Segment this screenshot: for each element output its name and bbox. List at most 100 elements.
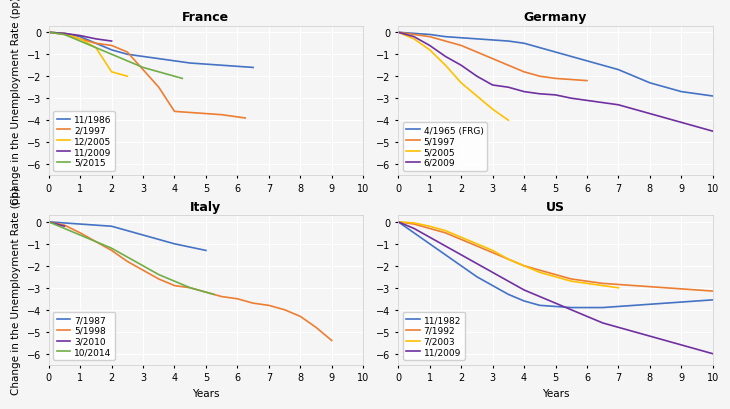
2/1997 <box>201 112 210 117</box>
5/2005 <box>410 37 418 42</box>
7/1992 <box>472 244 481 249</box>
Title: Italy: Italy <box>191 200 221 213</box>
5/1998 <box>327 338 336 343</box>
Legend: 11/1986, 2/1997, 12/2005, 11/2009, 5/2015: 11/1986, 2/1997, 12/2005, 11/2009, 5/201… <box>53 112 115 171</box>
11/1986 <box>107 48 116 53</box>
7/1992 <box>535 268 544 273</box>
Legend: 7/1987, 5/1998, 3/2010, 10/2014: 7/1987, 5/1998, 3/2010, 10/2014 <box>53 312 115 360</box>
Title: US: US <box>546 200 565 213</box>
5/1998 <box>218 294 226 299</box>
7/2003 <box>520 264 529 269</box>
10/2014 <box>139 264 147 269</box>
12/2005 <box>107 70 116 75</box>
11/2009 <box>504 279 512 284</box>
Line: 3/2010: 3/2010 <box>49 222 64 227</box>
4/1965 (FRG) <box>614 68 623 73</box>
5/1997 <box>520 70 529 75</box>
5/2015 <box>178 77 187 82</box>
4/1965 (FRG) <box>645 81 654 86</box>
10/2014 <box>76 233 85 238</box>
Line: 7/1987: 7/1987 <box>49 222 206 251</box>
5/1998 <box>60 223 69 228</box>
Title: France: France <box>182 11 229 24</box>
11/1982 <box>457 264 466 269</box>
11/1982 <box>410 231 418 236</box>
5/1998 <box>123 259 131 264</box>
11/1986 <box>139 55 147 60</box>
7/1987 <box>45 220 53 225</box>
10/2014 <box>170 279 179 284</box>
7/1992 <box>488 251 497 256</box>
Line: 11/1982: 11/1982 <box>399 222 712 308</box>
7/1987 <box>91 223 100 228</box>
5/2005 <box>394 31 403 36</box>
6/2009 <box>520 90 529 95</box>
7/1992 <box>426 227 434 231</box>
11/2009 <box>76 34 85 39</box>
2/1997 <box>45 31 53 36</box>
2/1997 <box>107 44 116 49</box>
11/2009 <box>661 338 670 343</box>
11/1986 <box>233 65 242 70</box>
Line: 5/1997: 5/1997 <box>399 33 587 81</box>
5/1998 <box>76 231 85 236</box>
11/1986 <box>91 42 100 47</box>
5/1997 <box>394 31 403 36</box>
7/1992 <box>551 272 560 277</box>
5/1998 <box>264 303 273 308</box>
5/1997 <box>426 35 434 40</box>
6/2009 <box>599 101 607 106</box>
5/1998 <box>280 308 289 312</box>
5/2005 <box>441 64 450 69</box>
5/2015 <box>91 46 100 51</box>
10/2014 <box>107 246 116 251</box>
5/1998 <box>154 277 163 282</box>
7/1992 <box>630 283 639 288</box>
5/1997 <box>441 40 450 45</box>
11/1982 <box>583 306 591 310</box>
11/2009 <box>410 227 418 231</box>
5/1997 <box>457 44 466 49</box>
7/1992 <box>520 264 529 269</box>
Line: 2/1997: 2/1997 <box>49 33 245 119</box>
11/1982 <box>599 306 607 310</box>
10/2014 <box>45 220 53 225</box>
Line: 6/2009: 6/2009 <box>399 33 712 132</box>
6/2009 <box>708 129 717 134</box>
3/2010 <box>60 224 69 229</box>
6/2009 <box>394 31 403 36</box>
11/2009 <box>45 31 53 36</box>
4/1965 (FRG) <box>472 37 481 42</box>
6/2009 <box>535 92 544 97</box>
11/1986 <box>154 57 163 62</box>
4/1965 (FRG) <box>677 90 685 95</box>
7/1992 <box>457 237 466 242</box>
7/1987 <box>60 221 69 226</box>
5/2015 <box>60 33 69 38</box>
7/1992 <box>567 277 576 282</box>
6/2009 <box>457 64 466 69</box>
12/2005 <box>91 46 100 51</box>
7/1992 <box>410 222 418 227</box>
7/1992 <box>504 257 512 262</box>
Legend: 11/1982, 7/1992, 7/2003, 11/2009: 11/1982, 7/1992, 7/2003, 11/2009 <box>403 312 464 360</box>
5/2015 <box>154 70 163 75</box>
7/1987 <box>170 242 179 247</box>
11/1986 <box>249 66 258 71</box>
11/2009 <box>91 37 100 42</box>
11/2009 <box>583 314 591 319</box>
11/2009 <box>708 351 717 356</box>
4/1965 (FRG) <box>457 36 466 41</box>
5/1997 <box>583 79 591 84</box>
2/1997 <box>218 113 226 118</box>
11/1982 <box>614 304 623 309</box>
11/1982 <box>520 299 529 303</box>
2/1997 <box>233 115 242 120</box>
11/2009 <box>677 343 685 348</box>
5/1997 <box>551 77 560 82</box>
5/2005 <box>504 119 512 124</box>
7/2003 <box>441 229 450 234</box>
4/1965 (FRG) <box>410 32 418 37</box>
5/1998 <box>296 314 304 319</box>
5/1998 <box>91 240 100 245</box>
